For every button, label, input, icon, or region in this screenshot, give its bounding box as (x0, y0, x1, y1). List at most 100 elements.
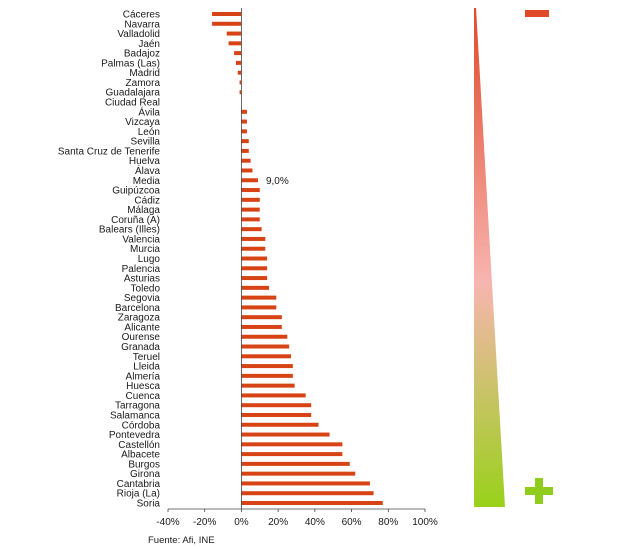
bar (241, 178, 258, 183)
bar (241, 432, 330, 437)
x-tick-label: 0% (234, 517, 249, 528)
x-tick-label: 40% (305, 517, 325, 528)
category-label: Cantabria (117, 479, 161, 490)
x-tick-label: 100% (412, 517, 438, 528)
category-label: Tarragona (115, 401, 160, 412)
x-tick-label: -40% (156, 517, 179, 528)
category-label: Asturias (124, 274, 160, 285)
category-label: Toledo (131, 283, 161, 294)
category-label: Teruel (133, 352, 160, 363)
bar (241, 158, 251, 163)
category-label: Cuenca (126, 391, 161, 402)
category-label: Murcia (130, 244, 160, 255)
bar (241, 217, 260, 222)
bar (241, 491, 374, 496)
category-label: Salamanca (110, 410, 160, 421)
bar (241, 393, 306, 398)
bar (241, 197, 260, 202)
category-label: Ciudad Real (105, 98, 160, 109)
bar (241, 452, 343, 457)
bar (241, 148, 249, 153)
bar (241, 471, 356, 476)
category-label: Jaén (138, 39, 160, 50)
category-label: Vizcaya (125, 117, 160, 128)
bar (234, 51, 242, 56)
category-labels: CáceresNavarraValladolidJaénBadajozPalma… (58, 10, 161, 510)
category-label: Soria (137, 499, 161, 510)
bar (241, 461, 350, 466)
category-label: Cáceres (123, 10, 160, 21)
category-label: Santa Cruz de Tenerife (58, 146, 161, 157)
bar (241, 139, 249, 144)
annotations: 9,0% (266, 176, 289, 187)
bar (241, 315, 282, 320)
x-tick-label: 60% (342, 517, 362, 528)
category-label: Segovia (124, 293, 161, 304)
bar (241, 227, 262, 232)
category-label: Alicante (124, 322, 160, 333)
bar (212, 21, 242, 26)
category-label: Lugo (138, 254, 161, 265)
bar (241, 412, 312, 417)
bar (241, 334, 288, 339)
bar (241, 188, 260, 193)
bar (241, 246, 266, 251)
category-label: Cádiz (134, 195, 160, 206)
minus-icon (525, 10, 549, 17)
category-label: Castellón (118, 440, 160, 451)
category-label: Barcelona (115, 303, 160, 314)
source-note: Fuente: Afi, INE (148, 535, 215, 546)
category-label: Navarra (124, 19, 160, 30)
category-label: Álava (135, 164, 160, 177)
category-label: Zamora (126, 78, 161, 89)
bar (241, 373, 293, 378)
category-label: Palmas (Las) (101, 58, 160, 69)
bar (241, 109, 247, 114)
bar (241, 354, 291, 359)
category-label: Almería (126, 371, 161, 382)
category-label: Pontevedra (109, 430, 161, 441)
category-label: Madrid (129, 68, 160, 79)
bar (241, 295, 277, 300)
bar (241, 207, 260, 212)
bar (241, 501, 383, 505)
category-label: Burgos (128, 459, 160, 470)
scale-wedge (474, 8, 505, 507)
bar (241, 442, 343, 447)
category-label: Coruña (A) (111, 215, 160, 226)
bar (241, 383, 295, 388)
bars-layer (212, 12, 383, 505)
category-label: Valladolid (117, 29, 160, 40)
bar (228, 41, 242, 46)
category-label: Girona (130, 469, 160, 480)
x-axis: -40% -20% 0% 20% 40% 60% 80% 100% (156, 8, 438, 528)
bar (241, 403, 312, 408)
data-label: 9,0% (266, 176, 289, 187)
bar (241, 256, 268, 261)
category-label: Rioja (La) (117, 489, 160, 500)
bar (241, 285, 269, 290)
bar (237, 70, 242, 75)
bar (226, 31, 242, 36)
bar (241, 266, 268, 271)
category-label: Granada (121, 342, 160, 353)
bar (241, 344, 290, 349)
bar (241, 364, 293, 369)
category-label: Guipúzcoa (112, 186, 160, 197)
category-label: Sevilla (131, 137, 161, 148)
category-label: Guadalajara (106, 88, 161, 99)
bar (241, 305, 277, 310)
scale-legend (474, 8, 553, 507)
category-label: Palencia (122, 264, 161, 275)
category-label: Ávila (138, 105, 160, 118)
bar (212, 12, 242, 16)
category-label: Valencia (122, 234, 160, 245)
bar (241, 236, 266, 241)
category-label: Huelva (129, 156, 161, 167)
bar (239, 80, 242, 85)
bar (239, 90, 242, 95)
category-label: Córdoba (122, 420, 161, 431)
category-label: Ourense (122, 332, 161, 343)
bar (241, 276, 268, 281)
